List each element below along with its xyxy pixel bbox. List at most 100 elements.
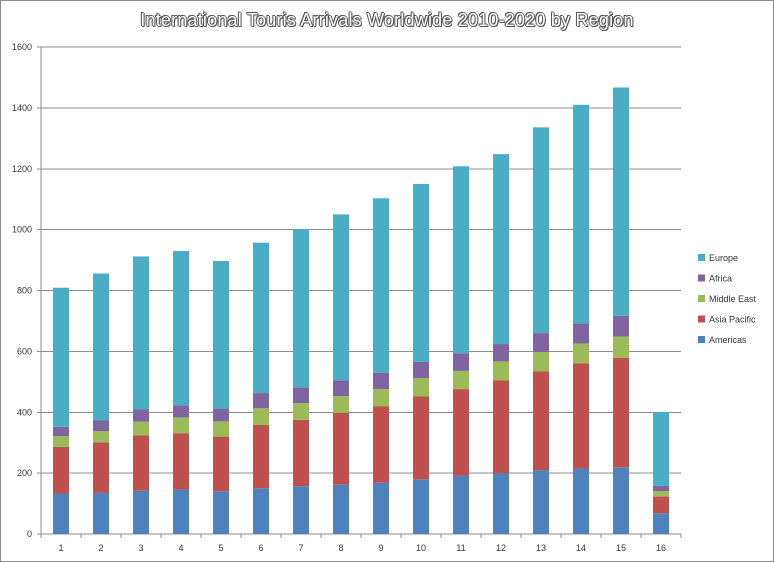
x-tick-label: 13 — [536, 543, 546, 553]
bar-asia-pacific — [93, 442, 109, 493]
bar-africa — [373, 372, 389, 390]
bar-americas — [573, 468, 589, 534]
legend-swatch — [698, 336, 705, 343]
legend-label: Americas — [709, 335, 747, 345]
bar-asia-pacific — [533, 371, 549, 471]
bar-americas — [253, 488, 269, 534]
bar-middle-east — [653, 491, 669, 497]
y-tick-label: 200 — [17, 468, 32, 478]
y-tick-label: 1000 — [12, 225, 32, 235]
bar-middle-east — [493, 361, 509, 381]
bar-europe — [653, 412, 669, 486]
y-tick-label: 800 — [17, 286, 32, 296]
x-tick-label: 2 — [98, 543, 103, 553]
bar-americas — [653, 513, 669, 534]
bar-asia-pacific — [133, 435, 149, 491]
bar-africa — [653, 485, 669, 492]
y-tick-label: 0 — [27, 529, 32, 539]
bar-asia-pacific — [213, 436, 229, 492]
legend-swatch — [698, 274, 705, 282]
bar-africa — [253, 393, 269, 409]
bar-europe — [493, 154, 509, 345]
legend-label: Asia Pacific — [709, 315, 756, 325]
bar-middle-east — [373, 389, 389, 407]
bar-middle-east — [413, 378, 429, 397]
bar-middle-east — [53, 435, 69, 447]
bar-asia-pacific — [173, 433, 189, 490]
bar-asia-pacific — [613, 357, 629, 468]
bar-europe — [53, 287, 69, 427]
x-tick-label: 7 — [298, 543, 303, 553]
bar-asia-pacific — [293, 419, 309, 487]
bar-africa — [173, 405, 189, 418]
x-tick-label: 4 — [178, 543, 183, 553]
bar-americas — [293, 486, 309, 534]
bar-asia-pacific — [253, 425, 269, 489]
bar-asia-pacific — [573, 363, 589, 469]
chart-title: International Touris Arrivals Worldwide … — [140, 10, 634, 30]
bar-middle-east — [93, 431, 109, 443]
bar-middle-east — [573, 343, 589, 364]
bar-americas — [453, 475, 469, 534]
legend-swatch — [698, 254, 705, 261]
bar-europe — [533, 127, 549, 334]
bar-americas — [493, 473, 509, 534]
bar-americas — [413, 479, 429, 534]
x-tick-label: 16 — [656, 543, 666, 553]
bar-asia-pacific — [53, 446, 69, 494]
bar-africa — [493, 344, 509, 362]
bar-europe — [413, 183, 429, 362]
bar-americas — [373, 482, 389, 534]
bar-europe — [173, 250, 189, 406]
bar-middle-east — [453, 370, 469, 390]
bar-africa — [333, 380, 349, 397]
x-tick-label: 14 — [576, 543, 586, 553]
bar-americas — [333, 484, 349, 534]
bar-europe — [293, 229, 309, 388]
bar-europe — [373, 198, 389, 373]
x-tick-label: 10 — [416, 543, 426, 553]
x-tick-label: 3 — [138, 543, 143, 553]
bar-europe — [573, 104, 589, 324]
bar-asia-pacific — [493, 380, 509, 474]
bar-americas — [533, 470, 549, 534]
x-tick-label: 9 — [378, 543, 383, 553]
bar-americas — [53, 493, 69, 534]
bar-africa — [533, 333, 549, 352]
bar-americas — [613, 467, 629, 534]
x-tick-label: 12 — [496, 543, 506, 553]
legend-swatch — [698, 295, 705, 302]
bar-middle-east — [613, 336, 629, 358]
bar-africa — [53, 426, 69, 436]
y-tick-label: 1400 — [12, 103, 32, 113]
bar-americas — [213, 491, 229, 534]
bar-middle-east — [333, 396, 349, 413]
bar-africa — [293, 387, 309, 404]
bar-americas — [173, 489, 189, 534]
bar-middle-east — [253, 408, 269, 426]
bar-africa — [413, 361, 429, 379]
bar-africa — [573, 323, 589, 344]
bar-middle-east — [533, 351, 549, 372]
legend-swatch — [698, 315, 705, 323]
bar-americas — [133, 490, 149, 534]
bar-asia-pacific — [453, 389, 469, 476]
bar-africa — [213, 408, 229, 422]
bar-africa — [133, 409, 149, 422]
bar-asia-pacific — [373, 406, 389, 483]
legend-label: Europe — [709, 253, 738, 263]
bar-africa — [613, 315, 629, 337]
x-tick-label: 1 — [58, 543, 63, 553]
x-tick-label: 8 — [338, 543, 343, 553]
bar-middle-east — [213, 421, 229, 437]
x-tick-label: 6 — [258, 543, 263, 553]
bar-africa — [93, 420, 109, 432]
bar-americas — [93, 492, 109, 534]
x-tick-label: 5 — [218, 543, 223, 553]
bar-europe — [133, 256, 149, 410]
bar-europe — [453, 166, 469, 354]
bar-asia-pacific — [653, 496, 669, 514]
y-tick-label: 1600 — [12, 42, 32, 52]
y-tick-label: 400 — [17, 407, 32, 417]
